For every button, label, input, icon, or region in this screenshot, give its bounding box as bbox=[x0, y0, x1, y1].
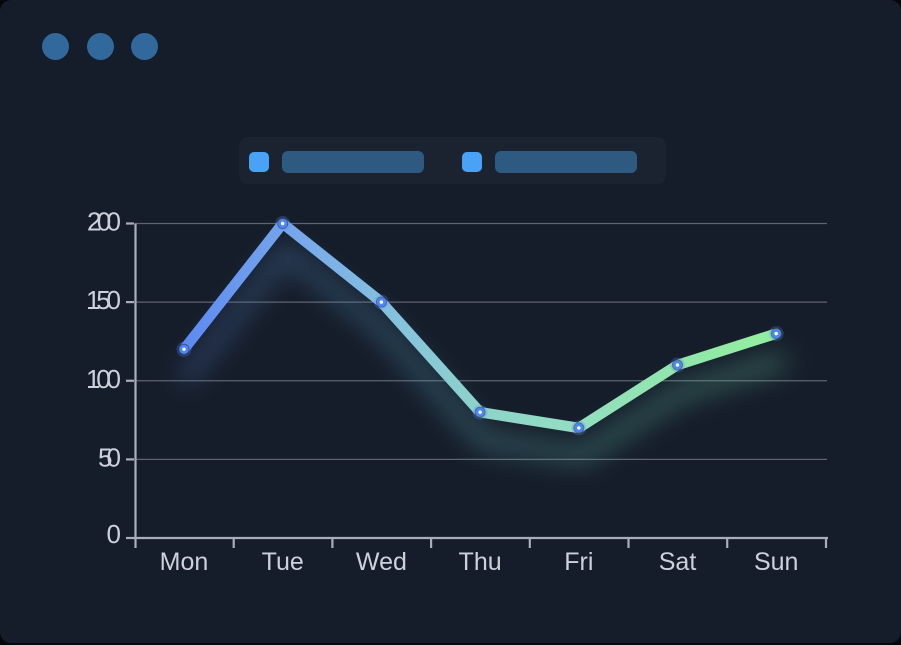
svg-text:Thu: Thu bbox=[459, 548, 502, 576]
svg-text:Sun: Sun bbox=[754, 548, 798, 576]
svg-text:Tue: Tue bbox=[262, 548, 304, 576]
svg-text:Wed: Wed bbox=[356, 548, 407, 576]
svg-text:50: 50 bbox=[98, 442, 121, 472]
svg-text:150: 150 bbox=[86, 285, 121, 315]
svg-text:Fri: Fri bbox=[564, 548, 593, 576]
svg-text:Mon: Mon bbox=[160, 548, 209, 576]
svg-text:200: 200 bbox=[87, 207, 121, 237]
svg-text:Sat: Sat bbox=[659, 548, 697, 576]
svg-text:0: 0 bbox=[107, 519, 121, 549]
svg-text:100: 100 bbox=[86, 364, 121, 394]
